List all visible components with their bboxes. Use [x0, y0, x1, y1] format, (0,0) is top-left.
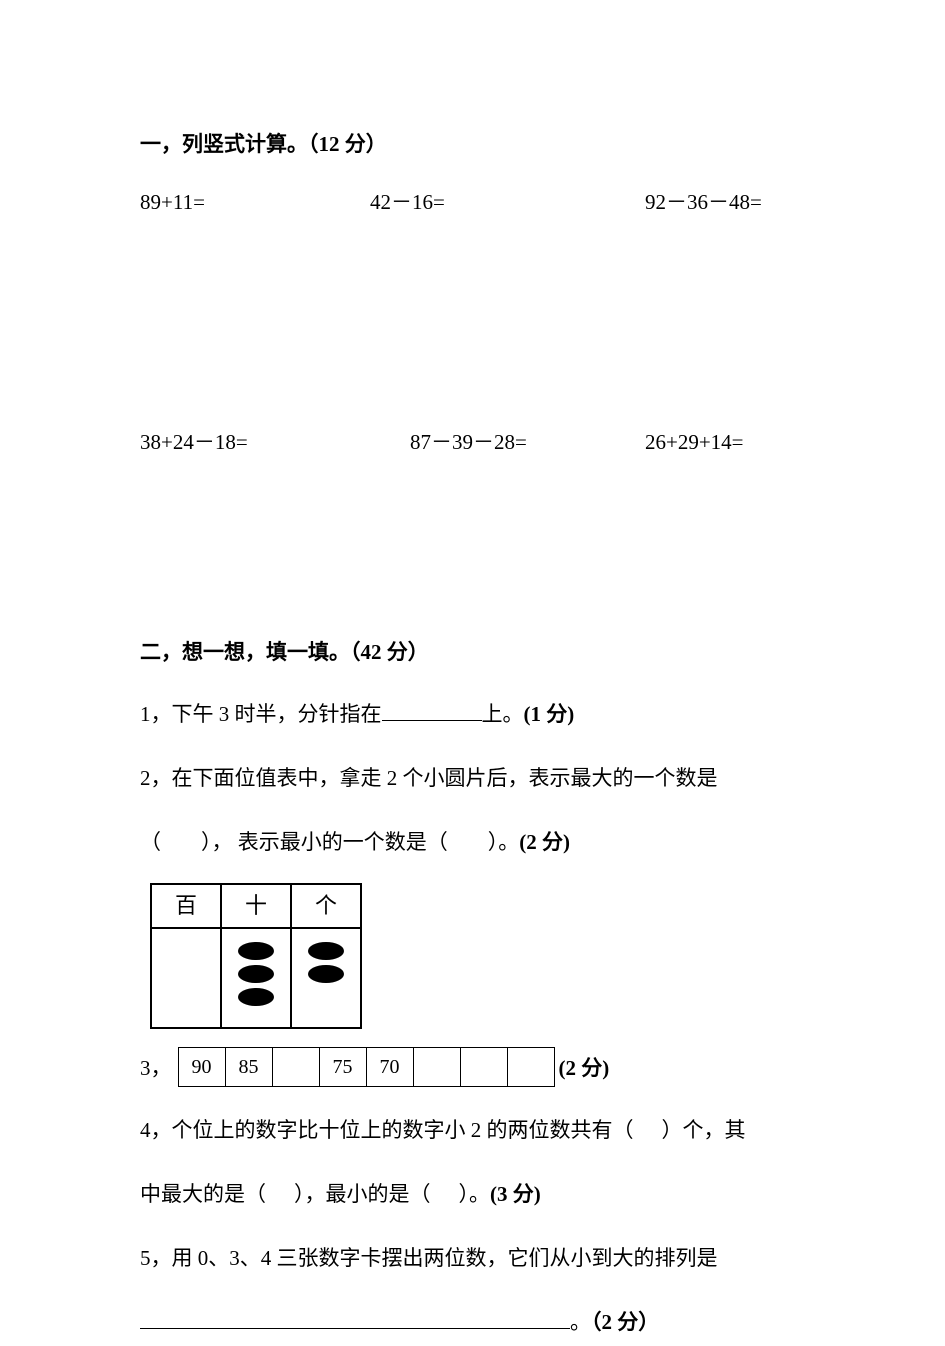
section1-heading: 一，列竖式计算。（12 分）	[140, 125, 805, 165]
q2-points: (2 分)	[519, 830, 570, 854]
q1-prefix: 1，下午 3 时半，分针指在	[140, 702, 382, 726]
q1-blank	[382, 700, 482, 721]
question-4-line2: 中最大的是（ ），最小的是（ ）。(3 分)	[140, 1171, 805, 1217]
section2-points: （42 分）	[350, 640, 429, 664]
question-5-line2: 。（2 分）	[140, 1299, 805, 1345]
q2-l2a: （	[140, 830, 161, 854]
section1-points: （12 分）	[308, 132, 387, 156]
question-3: 3， 90 85 75 70 (2 分)	[140, 1047, 805, 1089]
q4-points: (3 分)	[490, 1182, 541, 1206]
calc-item-1-2: 42－16=	[370, 183, 645, 223]
calc-item-1-3: 92－36－48=	[645, 183, 762, 223]
seq-cell-6	[460, 1047, 507, 1086]
seq-cell-5	[413, 1047, 460, 1086]
q5-blank	[140, 1308, 570, 1329]
q4-l1a: 4，个位上的数字比十位上的数字小 2 的两位数共有（	[140, 1118, 634, 1142]
q5-suffix: 。	[570, 1310, 591, 1334]
place-value-table: 百 十 个	[150, 883, 362, 1029]
q5-line1: 5，用 0、3、4 三张数字卡摆出两位数，它们从小到大的排列是	[140, 1246, 718, 1270]
section2-heading: 二，想一想，填一填。（42 分）	[140, 633, 805, 673]
seq-cell-1: 85	[225, 1047, 272, 1086]
seq-cell-0: 90	[178, 1047, 225, 1086]
calc-row-1: 89+11= 42－16= 92－36－48=	[140, 183, 805, 223]
q2-l2c: ）。	[488, 830, 520, 854]
calc-row-2: 38+24－18= 87－39－28= 26+29+14=	[140, 423, 805, 463]
dot-icon	[238, 965, 274, 983]
question-5-line1: 5，用 0、3、4 三张数字卡摆出两位数，它们从小到大的排列是	[140, 1235, 805, 1281]
seq-cell-3: 75	[319, 1047, 366, 1086]
q1-points: (1 分)	[524, 702, 575, 726]
dot-icon	[238, 942, 274, 960]
seq-cell-7	[507, 1047, 554, 1086]
question-2-line1: 2，在下面位值表中，拿走 2 个小圆片后，表示最大的一个数是	[140, 755, 805, 801]
pv-cell-bai	[151, 928, 221, 1028]
pv-cell-ge	[291, 928, 361, 1028]
q2-l2b: ）， 表示最小的一个数是（	[201, 830, 448, 854]
q4-l1b: ）个，其	[662, 1118, 746, 1142]
calc-item-2-1: 38+24－18=	[140, 423, 370, 463]
q3-points: (2 分)	[559, 1049, 610, 1089]
question-2-line2: （ ）， 表示最小的一个数是（ ）。(2 分)	[140, 819, 805, 865]
pv-header-bai: 百	[151, 884, 221, 928]
q2-line1: 2，在下面位值表中，拿走 2 个小圆片后，表示最大的一个数是	[140, 766, 718, 790]
number-sequence-table: 90 85 75 70	[178, 1047, 555, 1087]
q1-suffix: 上。	[482, 702, 524, 726]
question-4-line1: 4，个位上的数字比十位上的数字小 2 的两位数共有（ ）个，其	[140, 1107, 805, 1153]
pv-header-shi: 十	[221, 884, 291, 928]
dot-icon	[238, 988, 274, 1006]
q3-prefix: 3，	[140, 1049, 172, 1089]
calc-item-1-1: 89+11=	[140, 183, 370, 223]
section1-heading-text: 一，列竖式计算。	[140, 132, 308, 156]
calc-item-2-3: 26+29+14=	[645, 423, 744, 463]
q4-l2b: ），最小的是（	[294, 1182, 431, 1206]
q5-points: （2 分）	[591, 1310, 659, 1334]
dot-icon	[308, 942, 344, 960]
calc-item-2-2: 87－39－28=	[370, 423, 645, 463]
dot-icon	[308, 965, 344, 983]
seq-cell-4: 70	[366, 1047, 413, 1086]
section2-heading-text: 二，想一想，填一填。	[140, 640, 350, 664]
pv-cell-shi	[221, 928, 291, 1028]
question-1: 1，下午 3 时半，分针指在 上。(1 分)	[140, 691, 805, 737]
pv-header-ge: 个	[291, 884, 361, 928]
q4-l2a: 中最大的是（	[140, 1182, 266, 1206]
seq-cell-2	[272, 1047, 319, 1086]
q4-l2c: ）。	[459, 1182, 491, 1206]
